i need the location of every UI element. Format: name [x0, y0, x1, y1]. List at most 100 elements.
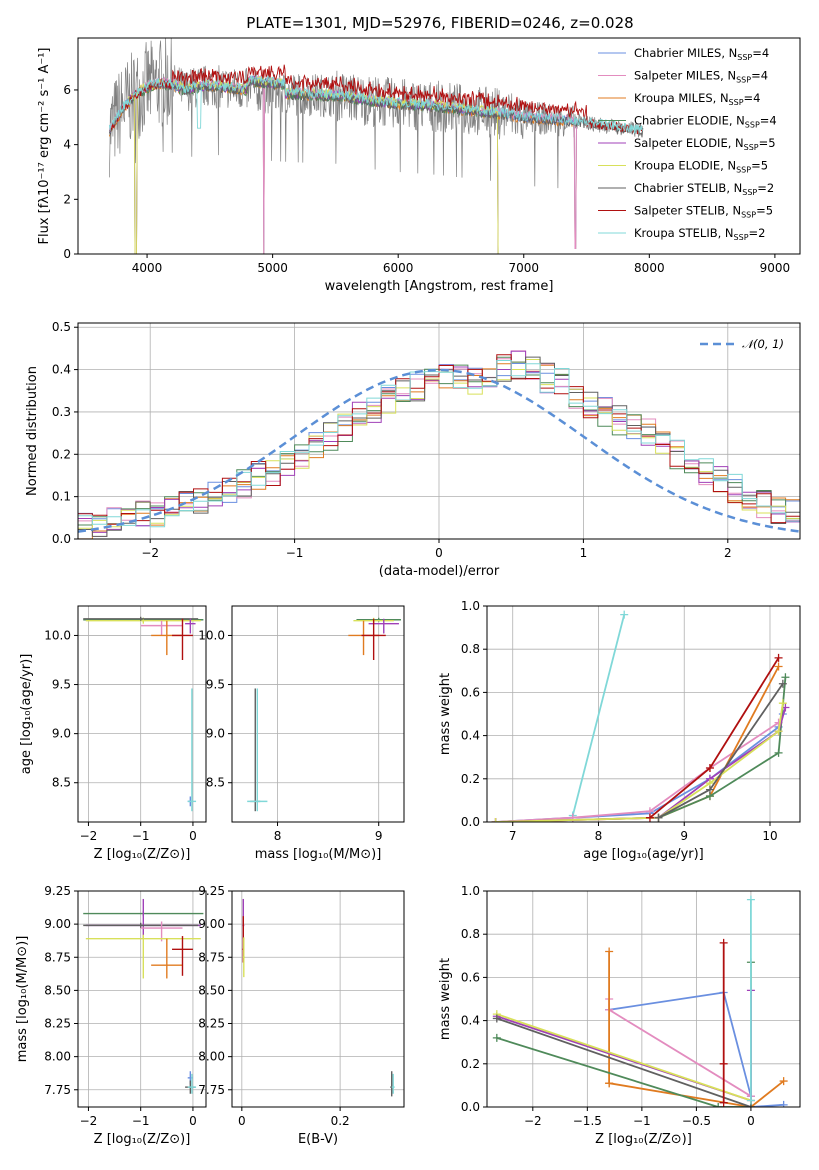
x-tick-label: 9	[375, 829, 383, 843]
plot-area	[491, 610, 790, 822]
axes-frame	[231, 890, 405, 1108]
y-tick-label: 9.00	[44, 917, 71, 931]
plot-area	[247, 617, 401, 812]
y-tick-label: 7.75	[198, 1083, 225, 1097]
y-tick-label: 0.3	[52, 405, 71, 419]
legend-main: Salpeter ELODIE, N	[634, 136, 744, 150]
y-axis-label: mass [log₁₀(M/M⊙)]	[15, 936, 30, 1063]
y-tick-label: 0	[63, 247, 71, 261]
legend-label: Chabrier STELIB, NSSP=2	[634, 181, 774, 197]
legend-label: Chabrier MILES, NSSP=4	[634, 46, 769, 62]
series-marker	[774, 662, 783, 671]
axes-spectrum: 4000 5000 6000 7000 8000 9000 0 2 4 6 wavelength […	[37, 37, 801, 294]
series-marker	[719, 1059, 728, 1068]
y-axis-label: mass weight	[438, 673, 453, 755]
y-axis-label: Normed distribution	[25, 366, 40, 496]
axes-mass_vs_EBV: 0 0.2 7.75 8.00 8.25 8.50 8.75 9.00 9.25 E(B-V)	[198, 884, 405, 1147]
axes-massweight_vs_age: 7 8 9 10 0.0 0.2 0.4 0.6 0.8 1.0 age [log₁₀(age/yr…	[438, 599, 801, 862]
y-axis-label: age [log₁₀(age/yr)]	[19, 654, 34, 775]
y-tick-label: 8.25	[198, 1017, 225, 1031]
y-tick-label: 0.2	[461, 772, 480, 786]
legend-label: Kroupa MILES, NSSP=4	[634, 91, 760, 107]
series-marker	[605, 947, 614, 956]
x-tick-label: −0.5	[682, 1114, 711, 1128]
legend-main: Salpeter STELIB, N	[634, 204, 741, 218]
axes-frame	[486, 890, 801, 1108]
x-tick-label: 0	[435, 546, 443, 560]
x-tick-label: 6000	[383, 261, 414, 275]
y-tick-label: 0.4	[461, 729, 480, 743]
series-marker	[746, 895, 755, 904]
gaussian-curve	[78, 368, 800, 533]
series-line	[496, 1017, 752, 1107]
y-tick-label: 9.5	[52, 678, 71, 692]
y-tick-label: 1.0	[461, 884, 480, 898]
y-tick-label: 0.4	[461, 1014, 480, 1028]
y-tick-label: 0.0	[461, 1100, 480, 1114]
legend-label: Salpeter STELIB, NSSP=5	[634, 204, 773, 220]
model-spectrum	[109, 64, 644, 135]
axes-frame	[486, 605, 801, 823]
series-marker	[774, 727, 783, 736]
y-tick-label: 0.2	[461, 1057, 480, 1071]
x-tick-label: 8000	[634, 261, 665, 275]
axes-frame	[77, 605, 207, 823]
y-tick-label: 0.6	[461, 970, 480, 984]
series-marker	[705, 785, 714, 794]
plot-area	[492, 895, 788, 1107]
axes-frame	[231, 605, 405, 823]
legend-tail: =2	[749, 226, 766, 240]
series-marker	[714, 1103, 723, 1107]
y-tick-label: 0.1	[52, 490, 71, 504]
y-tick-label: 0.8	[461, 927, 480, 941]
x-axis-label: mass [log₁₀(M/M⊙)]	[255, 847, 382, 862]
x-tick-label: 8	[274, 829, 282, 843]
axes-age_vs_Z: −2 −1 0 8.5 9.0 9.5 10.0 Z [log₁₀(Z/Z⊙)] age [lo…	[19, 605, 207, 862]
series-marker	[779, 1077, 788, 1086]
series-line	[495, 721, 780, 822]
legend-sub: SSP	[745, 121, 760, 130]
legend-sub: SSP	[742, 188, 757, 197]
x-tick-label: 10	[762, 829, 777, 843]
y-tick-label: 0.8	[461, 642, 480, 656]
plot-area	[83, 898, 204, 1094]
x-tick-label: −1	[132, 1114, 150, 1128]
y-tick-label: 8.5	[206, 776, 225, 790]
series-line	[495, 713, 784, 822]
figure-title: PLATE=1301, MJD=52976, FIBERID=0246, z=0…	[246, 14, 633, 32]
series-marker	[778, 679, 787, 688]
y-tick-label: 4	[63, 138, 71, 152]
grid	[78, 606, 206, 822]
model-spectrum	[108, 78, 577, 254]
y-axis-label: mass weight	[438, 958, 453, 1040]
legend-label: Salpeter MILES, NSSP=4	[634, 69, 768, 85]
legend-main: Chabrier MILES, N	[634, 46, 737, 60]
x-axis-label: Z [log₁₀(Z/Z⊙)]	[595, 1132, 692, 1147]
series-marker	[645, 813, 654, 822]
legend-sub: SSP	[744, 143, 759, 152]
legend-tail: =5	[751, 159, 768, 173]
y-tick-label: 8.00	[198, 1050, 225, 1064]
x-tick-label: 9	[680, 829, 688, 843]
legend-tail: =4	[744, 91, 761, 105]
y-tick-label: 9.0	[206, 727, 225, 741]
x-tick-label: 2	[724, 546, 732, 560]
observed-spectrum	[109, 38, 644, 189]
x-tick-label: −2	[524, 1114, 542, 1128]
x-tick-label: −1	[132, 829, 150, 843]
x-tick-label: −1	[633, 1114, 651, 1128]
y-tick-label: 0.5	[52, 320, 71, 334]
x-tick-label: 9000	[760, 261, 791, 275]
x-tick-label: 0	[238, 1114, 246, 1128]
x-tick-label: 0	[189, 1114, 197, 1128]
series-line	[495, 707, 787, 822]
y-tick-label: 8.00	[44, 1050, 71, 1064]
y-tick-label: 9.25	[198, 884, 225, 898]
legend-tail: =5	[756, 204, 773, 218]
series-line	[495, 666, 780, 822]
series-marker	[654, 813, 663, 822]
series-marker	[492, 1014, 501, 1023]
y-tick-label: 7.75	[44, 1083, 71, 1097]
legend-tail: =4	[751, 69, 768, 83]
x-axis-label: wavelength [Angstrom, rest frame]	[325, 279, 554, 294]
